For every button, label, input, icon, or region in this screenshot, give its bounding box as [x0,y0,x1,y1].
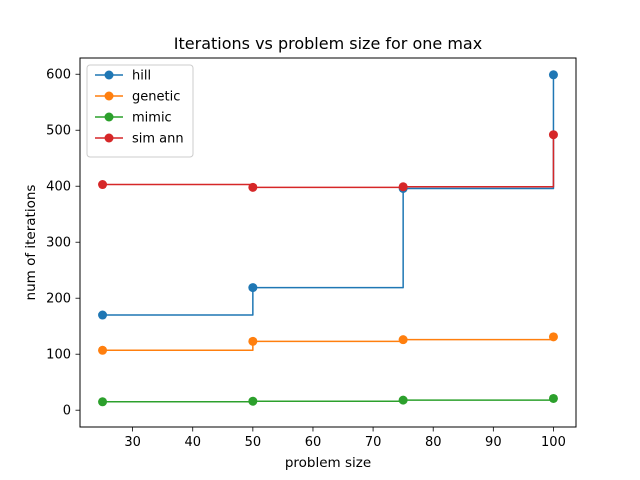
legend-item: genetic [95,90,180,105]
data-point [398,335,408,345]
legend-item: hill [95,69,151,84]
y-tick-label: 300 [46,236,71,251]
x-tick-label: 80 [425,435,442,450]
data-point [398,182,408,192]
legend-item: mimic [95,111,172,126]
y-axis: 0 100 200 300 400 500 600 [46,68,80,419]
legend-marker [104,112,114,122]
x-tick-label: 60 [305,435,322,450]
y-axis-title: num of iterations [23,185,39,301]
data-point [248,336,258,346]
y-tick-label: 600 [46,68,71,83]
legend-label: genetic [132,90,180,105]
data-point [248,283,258,293]
series-line [102,74,555,316]
data-point [98,310,108,320]
series-hill [98,70,558,320]
y-tick-label: 400 [46,180,71,195]
y-tick-label: 100 [46,348,71,363]
series-genetic [98,332,558,355]
legend-marker [104,70,114,80]
data-point [98,180,108,190]
data-point [398,395,408,405]
legend-marker [104,133,114,143]
legend-label: hill [132,69,151,84]
y-tick-label: 0 [63,404,71,419]
data-point [248,396,258,406]
data-point [98,397,108,407]
x-tick-label: 100 [541,435,566,450]
legend-label: sim ann [132,132,184,147]
chart-title: Iterations vs problem size for one max [174,34,482,53]
legend-box [86,64,194,158]
legend-label: mimic [132,111,172,126]
data-point [548,332,558,342]
legend-item: sim ann [95,132,184,147]
legend-marker [104,91,114,101]
series-sim-ann [98,130,558,192]
y-tick-label: 500 [46,124,71,139]
x-tick-label: 70 [365,435,382,450]
x-tick-label: 50 [245,435,262,450]
data-point [548,70,558,80]
x-tick-label: 90 [485,435,502,450]
data-point [248,182,258,192]
x-tick-label: 30 [124,435,141,450]
series-mimic [98,393,558,407]
data-point [548,393,558,403]
legend: hill genetic mimic sim ann [86,64,194,158]
data-point [548,130,558,140]
x-axis-title: problem size [285,455,371,471]
plot-area [98,70,558,407]
data-point [98,345,108,355]
x-tick-label: 40 [184,435,201,450]
x-axis: 30 40 50 60 70 80 90 100 [124,427,566,450]
y-tick-label: 200 [46,292,71,307]
